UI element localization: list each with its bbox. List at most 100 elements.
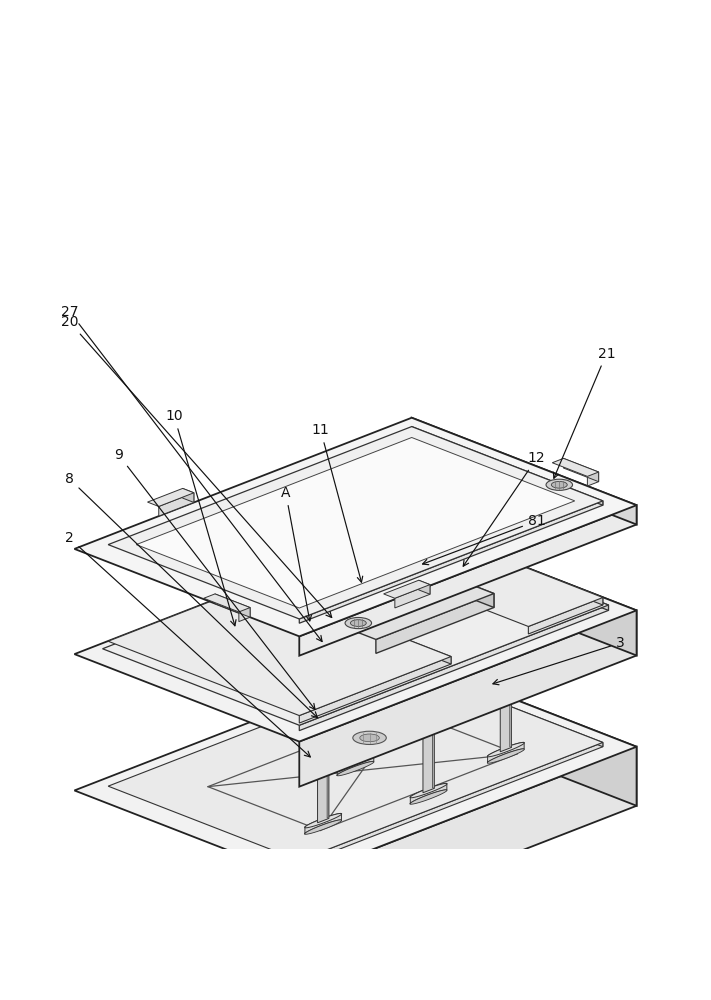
Polygon shape	[346, 681, 365, 696]
Polygon shape	[410, 783, 447, 798]
Polygon shape	[304, 813, 341, 834]
Ellipse shape	[546, 479, 572, 490]
Polygon shape	[496, 668, 516, 684]
Polygon shape	[423, 711, 434, 793]
Polygon shape	[383, 708, 420, 723]
Ellipse shape	[360, 734, 379, 742]
Polygon shape	[488, 749, 525, 763]
Polygon shape	[346, 681, 365, 689]
Text: 3: 3	[493, 636, 625, 685]
Circle shape	[323, 630, 332, 640]
Polygon shape	[147, 488, 194, 506]
Text: 20: 20	[61, 315, 332, 617]
Polygon shape	[418, 709, 439, 717]
Ellipse shape	[275, 592, 295, 600]
Polygon shape	[260, 582, 451, 664]
Text: 10: 10	[166, 409, 236, 626]
Polygon shape	[380, 595, 401, 603]
Polygon shape	[487, 742, 524, 763]
Polygon shape	[337, 523, 603, 626]
Polygon shape	[587, 472, 599, 486]
Ellipse shape	[351, 620, 366, 626]
Polygon shape	[412, 427, 603, 505]
Polygon shape	[360, 682, 361, 760]
Polygon shape	[510, 669, 511, 747]
Polygon shape	[299, 501, 603, 623]
Circle shape	[280, 614, 290, 623]
Polygon shape	[406, 629, 407, 707]
Polygon shape	[299, 747, 636, 937]
Polygon shape	[215, 594, 250, 617]
Polygon shape	[350, 683, 361, 764]
Polygon shape	[405, 559, 494, 607]
Polygon shape	[327, 740, 328, 818]
Polygon shape	[412, 523, 603, 605]
Polygon shape	[564, 458, 599, 482]
Polygon shape	[488, 742, 525, 757]
Polygon shape	[305, 820, 342, 834]
Circle shape	[294, 619, 304, 629]
Text: 8: 8	[65, 472, 317, 718]
Polygon shape	[412, 523, 636, 655]
Polygon shape	[412, 659, 636, 806]
Polygon shape	[432, 710, 434, 788]
Polygon shape	[419, 580, 430, 594]
Polygon shape	[159, 493, 194, 516]
Polygon shape	[75, 523, 636, 742]
Polygon shape	[305, 813, 342, 828]
Polygon shape	[410, 790, 447, 804]
Ellipse shape	[551, 481, 567, 488]
Polygon shape	[396, 630, 407, 711]
Polygon shape	[412, 529, 609, 610]
Text: 11: 11	[311, 423, 363, 582]
Text: 2: 2	[65, 531, 310, 757]
Polygon shape	[376, 594, 494, 653]
Ellipse shape	[345, 617, 372, 629]
Polygon shape	[383, 702, 420, 716]
Polygon shape	[299, 610, 636, 787]
Ellipse shape	[353, 731, 386, 744]
Text: 81: 81	[422, 514, 545, 565]
Polygon shape	[239, 608, 250, 622]
Polygon shape	[318, 741, 328, 823]
Text: 9: 9	[114, 448, 315, 710]
Circle shape	[309, 624, 319, 634]
Polygon shape	[299, 742, 603, 865]
Polygon shape	[392, 628, 412, 643]
Polygon shape	[299, 657, 451, 723]
Polygon shape	[337, 755, 374, 776]
Polygon shape	[412, 418, 636, 525]
Text: 27: 27	[61, 305, 322, 642]
Ellipse shape	[269, 589, 302, 602]
Polygon shape	[552, 458, 599, 476]
Polygon shape	[496, 668, 516, 676]
Text: 12: 12	[463, 451, 545, 566]
Text: A: A	[281, 486, 311, 621]
Polygon shape	[75, 659, 636, 878]
Polygon shape	[299, 605, 609, 731]
Polygon shape	[392, 628, 412, 636]
Polygon shape	[410, 783, 447, 804]
Polygon shape	[75, 418, 636, 636]
Polygon shape	[287, 559, 494, 639]
Polygon shape	[108, 427, 603, 619]
Text: 21: 21	[553, 347, 615, 478]
Polygon shape	[313, 739, 333, 755]
Polygon shape	[204, 594, 250, 612]
Polygon shape	[395, 585, 430, 608]
Polygon shape	[528, 598, 603, 634]
Circle shape	[387, 596, 394, 603]
Polygon shape	[337, 755, 374, 769]
Polygon shape	[183, 488, 194, 502]
Polygon shape	[108, 582, 451, 716]
Polygon shape	[384, 580, 430, 598]
Polygon shape	[383, 702, 420, 723]
Polygon shape	[137, 437, 574, 608]
Polygon shape	[299, 505, 636, 656]
Polygon shape	[108, 668, 603, 860]
Polygon shape	[313, 739, 333, 747]
Text: 1: 1	[0, 999, 1, 1000]
Polygon shape	[501, 670, 511, 752]
Polygon shape	[337, 761, 374, 776]
Polygon shape	[102, 529, 609, 725]
